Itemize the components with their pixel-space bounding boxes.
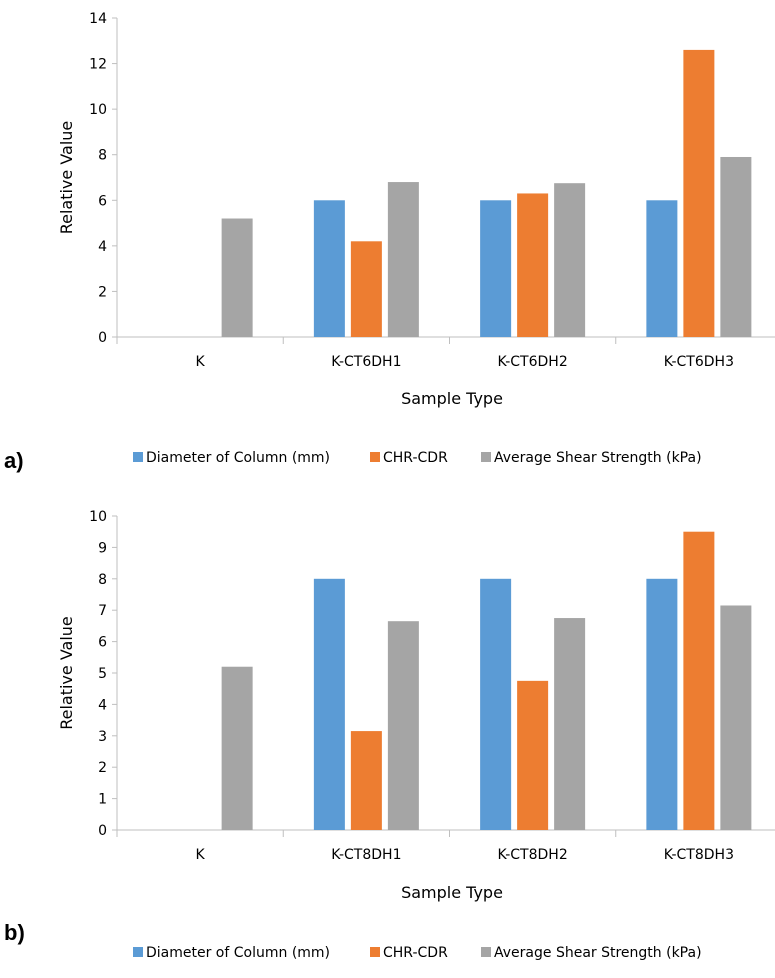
y-tick-label: 12 bbox=[89, 57, 107, 73]
bar bbox=[221, 666, 253, 830]
legend-label: CHR-CDR bbox=[383, 450, 448, 466]
y-tick-label: 2 bbox=[98, 284, 107, 300]
y-tick-label: 5 bbox=[98, 666, 107, 682]
x-tick-label: K-CT8DH3 bbox=[664, 847, 734, 863]
bar bbox=[313, 200, 345, 337]
legend-swatch bbox=[133, 947, 143, 957]
y-tick-label: 8 bbox=[98, 148, 107, 164]
y-axis-title: Relative Value bbox=[57, 121, 76, 235]
legend-swatch bbox=[370, 947, 380, 957]
y-tick-label: 10 bbox=[89, 509, 107, 525]
legend-swatch bbox=[133, 452, 143, 462]
y-tick-label: 1 bbox=[98, 792, 107, 808]
x-tick-label: K bbox=[196, 354, 206, 370]
bar bbox=[554, 183, 586, 337]
legend-label: Average Shear Strength (kPa) bbox=[494, 450, 702, 466]
bar bbox=[720, 156, 752, 337]
legend-label: CHR-CDR bbox=[383, 945, 448, 961]
bar bbox=[646, 200, 678, 337]
bar bbox=[683, 49, 715, 338]
y-tick-label: 3 bbox=[98, 729, 107, 745]
x-tick-label: K-CT6DH1 bbox=[331, 354, 401, 370]
bar bbox=[554, 618, 586, 830]
x-tick-label: K-CT6DH3 bbox=[664, 354, 734, 370]
bar bbox=[387, 621, 419, 830]
legend-label: Diameter of Column (mm) bbox=[146, 450, 330, 466]
x-axis-title: Sample Type bbox=[401, 883, 503, 902]
bar bbox=[720, 605, 752, 830]
bar bbox=[350, 241, 382, 337]
y-tick-label: 14 bbox=[89, 11, 107, 27]
chart-panel-a: 0 2 4 6 8 10 12 14 K K-CT6DH1 K-CT6DH2 K-CT6DH3 Samp… bbox=[0, 0, 775, 487]
bar bbox=[683, 531, 715, 830]
y-tick-label: 0 bbox=[98, 330, 107, 346]
y-tick-label: 8 bbox=[98, 572, 107, 588]
bar bbox=[480, 578, 512, 830]
legend-swatch bbox=[481, 452, 491, 462]
bar bbox=[646, 578, 678, 830]
bar bbox=[387, 182, 419, 337]
bar-chart-a: 0 2 4 6 8 10 12 14 K K-CT6DH1 K-CT6DH2 K-CT6DH3 Samp… bbox=[57, 11, 775, 466]
y-tick-label: 2 bbox=[98, 760, 107, 776]
y-tick-label: 4 bbox=[98, 697, 107, 713]
panel-label-a: a) bbox=[4, 448, 24, 473]
legend-swatch bbox=[370, 452, 380, 462]
bar bbox=[313, 578, 345, 830]
legend-swatch bbox=[481, 947, 491, 957]
y-tick-label: 6 bbox=[98, 193, 107, 209]
legend-label: Average Shear Strength (kPa) bbox=[494, 945, 702, 961]
bar bbox=[350, 731, 382, 830]
x-tick-label: K-CT8DH2 bbox=[498, 847, 568, 863]
y-tick-label: 0 bbox=[98, 823, 107, 839]
x-tick-label: K-CT8DH1 bbox=[331, 847, 401, 863]
panel-label-b: b) bbox=[4, 920, 25, 945]
y-tick-label: 10 bbox=[89, 102, 107, 118]
bar-chart-b: 0 1 2 3 4 5 6 7 8 9 10 K K-CT8DH1 K-CT8DH2 K-CT8DH3 Sam… bbox=[57, 509, 775, 961]
y-axis-title: Relative Value bbox=[57, 616, 76, 730]
y-tick-label: 9 bbox=[98, 540, 107, 556]
bar bbox=[221, 218, 253, 337]
x-tick-label: K bbox=[196, 847, 206, 863]
y-tick-label: 6 bbox=[98, 635, 107, 651]
chart-panel-b: 0 1 2 3 4 5 6 7 8 9 10 K K-CT8DH1 K-CT8DH2 K-CT8DH3 Sam… bbox=[0, 487, 775, 974]
legend-label: Diameter of Column (mm) bbox=[146, 945, 330, 961]
bar bbox=[517, 193, 549, 337]
x-tick-label: K-CT6DH2 bbox=[498, 354, 568, 370]
bar bbox=[517, 680, 549, 830]
y-tick-label: 4 bbox=[98, 239, 107, 255]
x-axis-title: Sample Type bbox=[401, 389, 503, 408]
bar bbox=[480, 200, 512, 337]
y-tick-label: 7 bbox=[98, 603, 107, 619]
